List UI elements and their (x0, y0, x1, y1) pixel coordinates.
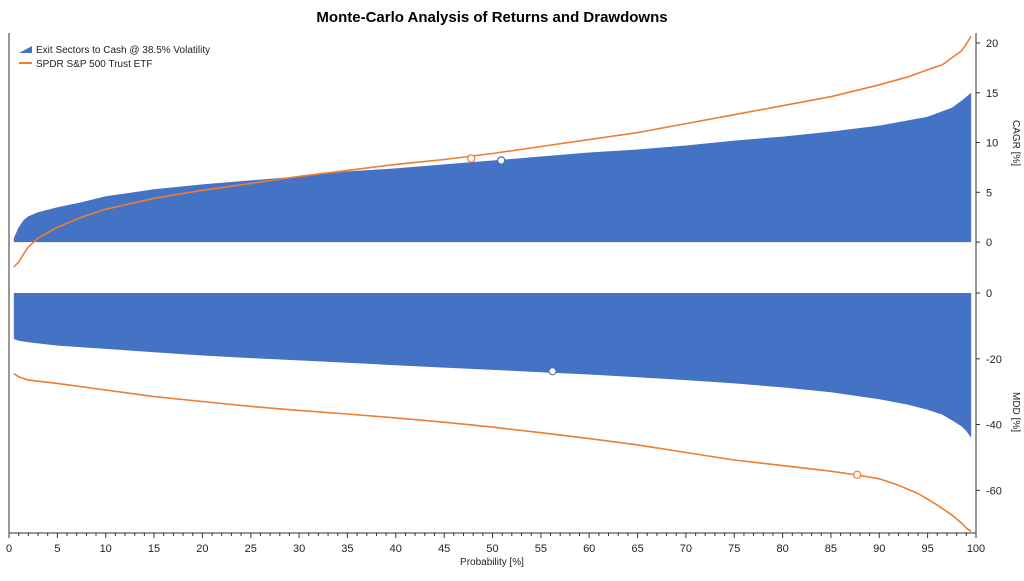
y-axis-ticks: 0 5 10 15 20 0 -20 -40 -60 (976, 38, 1002, 497)
mdd-line-spdr-s-p-500-trust-etf (13, 372, 972, 533)
mdd-ytick-label: 0 (986, 288, 992, 300)
x-tick-label: 75 (728, 543, 740, 555)
cagr-ytick-label: 5 (986, 187, 992, 199)
x-tick-label: 0 (6, 543, 12, 555)
legend-swatch-area (19, 46, 32, 53)
mdd-area-exit-sectors-to-cash-38-5-volatility (13, 293, 972, 438)
legend-entry-spdr[interactable]: SPDR S&P 500 Trust ETF (19, 59, 153, 70)
legend: Exit Sectors to Cash @ 38.5% Volatility … (19, 45, 210, 70)
cagr-ytick-label: 10 (986, 138, 998, 150)
mdd-marker-spdr-s-p-500-trust-etf[interactable] (852, 470, 862, 479)
x-tick-label: 55 (535, 543, 547, 555)
x-tick-label: 85 (825, 543, 837, 555)
mdd-ytick-label: -20 (986, 354, 1002, 366)
cagr-line-spdr-s-p-500-trust-etf (13, 35, 972, 268)
x-tick-label: 60 (583, 543, 595, 555)
x-tick-label: 100 (967, 543, 985, 555)
x-tick-label: 20 (196, 543, 208, 555)
cagr-ytick-label: 20 (986, 38, 998, 50)
mdd-panel (13, 293, 972, 533)
x-tick-label: 15 (148, 543, 160, 555)
x-tick-label: 70 (680, 543, 692, 555)
mdd-marker-exit-sectors-to-cash-38-5-volatility[interactable] (548, 367, 557, 376)
legend-label-exit-sectors: Exit Sectors to Cash @ 38.5% Volatility (36, 45, 210, 56)
x-tick-label: 30 (293, 543, 305, 555)
x-tick-label: 95 (921, 543, 933, 555)
mdd-ytick-label: -40 (986, 420, 1002, 432)
x-tick-label: 25 (245, 543, 257, 555)
cagr-marker-spdr-s-p-500-trust-etf[interactable] (467, 154, 476, 163)
x-tick-label: 45 (438, 543, 450, 555)
chart-title: Monte-Carlo Analysis of Returns and Draw… (316, 9, 667, 26)
cagr-ytick-label: 0 (986, 237, 992, 249)
x-axis-ticks: 0 5 10 15 20 25 30 35 40 45 50 55 60 65 70 75 80 85 90 95 10… (6, 533, 985, 555)
cagr-panel (13, 35, 972, 268)
mdd-axis-title: MDD [%] (1010, 392, 1021, 432)
mdd-ytick-label: -60 (986, 485, 1002, 497)
x-tick-label: 65 (631, 543, 643, 555)
x-tick-label: 40 (390, 543, 402, 555)
x-tick-label: 50 (486, 543, 498, 555)
x-tick-label: 5 (54, 543, 60, 555)
cagr-axis-title: CAGR [%] (1010, 120, 1021, 166)
legend-label-spdr: SPDR S&P 500 Trust ETF (36, 59, 153, 70)
x-tick-label: 10 (100, 543, 112, 555)
x-axis-title: Probability [%] (460, 557, 524, 568)
cagr-ytick-label: 15 (986, 88, 998, 100)
legend-entry-exit-sectors[interactable]: Exit Sectors to Cash @ 38.5% Volatility (19, 45, 210, 56)
cagr-marker-exit-sectors-to-cash-38-5-volatility[interactable] (497, 156, 506, 165)
x-tick-label: 35 (341, 543, 353, 555)
x-tick-label: 80 (776, 543, 788, 555)
x-tick-label: 90 (873, 543, 885, 555)
cagr-area-exit-sectors-to-cash-38-5-volatility (13, 92, 972, 243)
